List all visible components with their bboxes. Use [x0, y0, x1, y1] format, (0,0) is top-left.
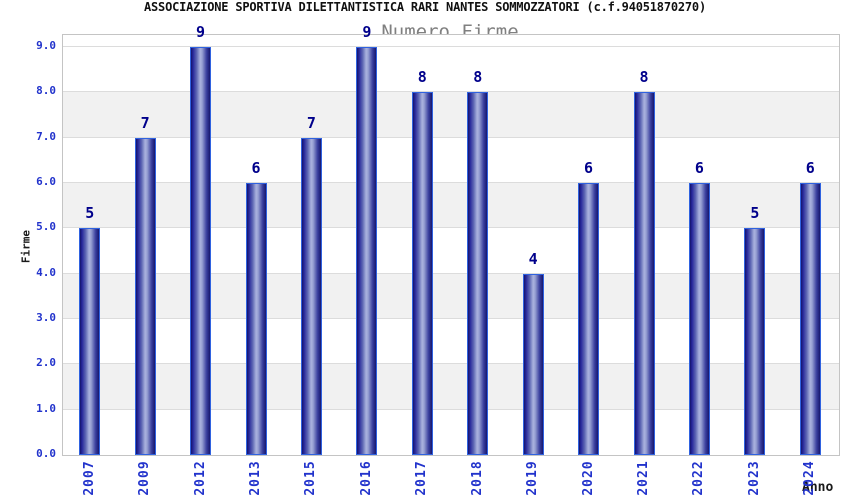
- y-tick-label: 4.0: [36, 265, 56, 279]
- x-tick-label: 2007: [81, 460, 97, 496]
- x-tick-label: 2023: [746, 460, 762, 496]
- x-tick-label: 2012: [192, 460, 208, 496]
- background-band: [63, 183, 839, 229]
- bar-2016: [356, 47, 378, 455]
- x-tick-label: 2017: [414, 460, 430, 496]
- y-tick-label: 8.0: [36, 84, 56, 98]
- y-tick-label: 7.0: [36, 129, 56, 143]
- y-tick-label: 3.0: [36, 311, 56, 324]
- gridline: [63, 227, 839, 229]
- bar-value-label: 9: [362, 23, 372, 41]
- bar-value-label: 9: [196, 23, 206, 41]
- y-tick-label: 0.0: [36, 447, 56, 460]
- bar-value-label: 7: [140, 113, 150, 132]
- gridline: [63, 363, 839, 365]
- x-axis-title: Anno: [802, 480, 834, 495]
- x-tick-label: 2022: [691, 460, 707, 496]
- y-tick-label: 1.0: [36, 401, 56, 415]
- bar-2017: [411, 92, 433, 455]
- x-tick-label: 2018: [469, 460, 485, 496]
- background-band: [63, 364, 839, 410]
- gridline: [63, 408, 839, 410]
- bar-value-label: 4: [528, 249, 538, 268]
- bar-value-label: 7: [306, 113, 316, 132]
- bar-value-label: 8: [417, 68, 427, 87]
- bar-value-label: 6: [805, 159, 815, 177]
- bar-value-label: 6: [584, 159, 594, 177]
- background-band: [63, 273, 839, 319]
- bar-value-label: 5: [750, 204, 760, 223]
- x-tick-label: 2020: [580, 460, 596, 496]
- x-tick-label: 2016: [358, 460, 374, 496]
- bar-2015: [300, 137, 322, 455]
- bar-2007: [79, 228, 101, 455]
- x-tick-label: 2015: [303, 460, 319, 496]
- bar-2012: [190, 47, 212, 455]
- y-tick-label: 6.0: [36, 175, 56, 188]
- gridline: [63, 46, 839, 47]
- y-tick-label: 2.0: [36, 356, 56, 370]
- bar-value-label: 8: [473, 68, 483, 87]
- plot-area: [62, 34, 840, 456]
- bar-2013: [245, 183, 267, 455]
- gridline: [63, 136, 839, 138]
- bar-2024: [799, 183, 821, 455]
- bar-2023: [744, 228, 766, 455]
- bar-2022: [688, 183, 710, 455]
- bar-2019: [522, 273, 544, 455]
- background-band: [63, 92, 839, 138]
- bar-value-label: 5: [85, 204, 95, 223]
- x-tick-label: 2019: [525, 460, 541, 496]
- y-tick-label: 9.0: [36, 39, 56, 52]
- bar-value-label: 6: [694, 159, 704, 177]
- bar-2021: [633, 92, 655, 455]
- bar-2009: [134, 137, 156, 455]
- x-tick-label: 2009: [137, 460, 153, 496]
- bar-2018: [467, 92, 489, 455]
- gridline: [63, 182, 839, 183]
- gridline: [63, 318, 839, 319]
- gridline: [63, 272, 839, 274]
- chart-title: ASSOCIAZIONE SPORTIVA DILETTANTISTICA RA…: [144, 0, 706, 14]
- gridline: [63, 91, 839, 93]
- x-tick-label: 2021: [636, 460, 651, 496]
- x-tick-label: 2013: [248, 460, 263, 496]
- bar-value-label: 6: [251, 159, 261, 177]
- bar-value-label: 8: [639, 68, 649, 87]
- y-tick-label: 5.0: [36, 220, 56, 234]
- x-tick-label: 2024: [802, 460, 818, 496]
- bar-2020: [578, 183, 600, 455]
